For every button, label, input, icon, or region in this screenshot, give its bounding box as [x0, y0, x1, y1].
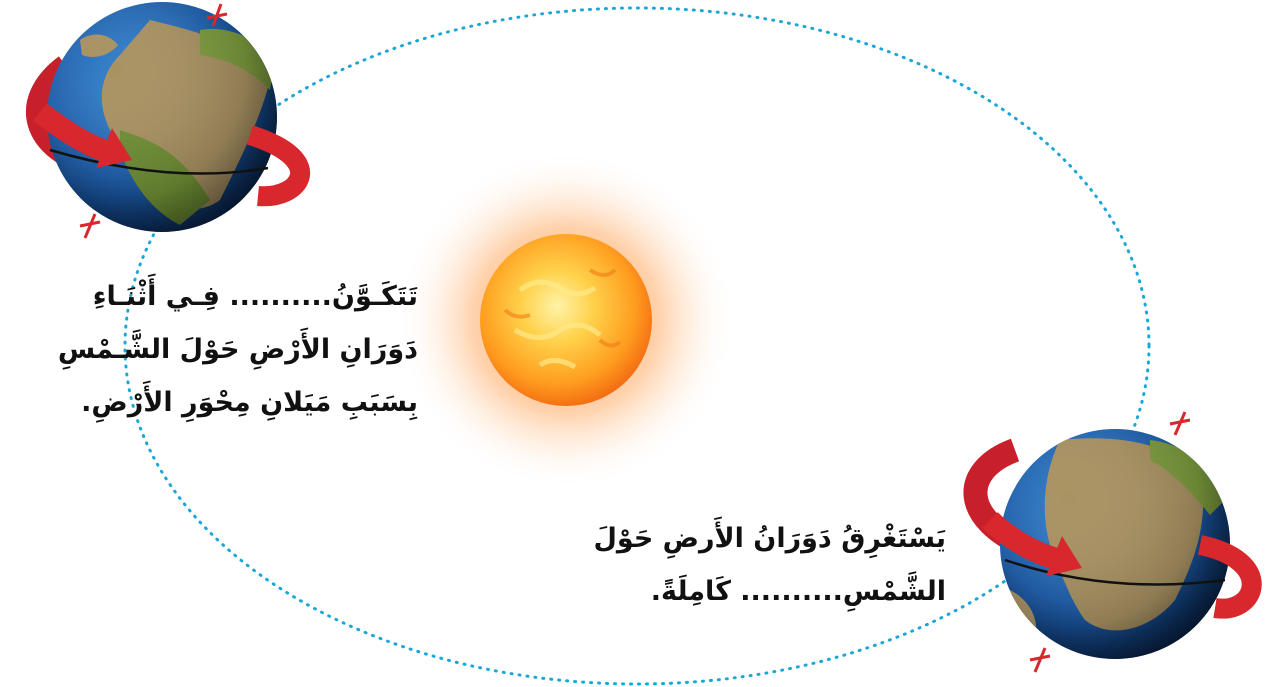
seasons-caption-line-1: تَتَكَـوَّنُ.......... فِـي أَثْنَـاءِ: [92, 281, 418, 312]
equator-line: [49, 148, 269, 175]
earth-top-left: [26, 2, 310, 239]
seasons-caption-line-2: دَوَرَانِ الأَرْضِ حَوْلَ الشَّـمْسِ: [57, 334, 418, 365]
seasons-caption-line-3: بِسَبَبِ مَيَلانِ مِحْوَرِ الأَرْضِ.: [81, 387, 418, 418]
axis-tick-bottom: [83, 213, 97, 239]
seasons-caption: تَتَكَـوَّنُ.......... فِـي أَثْنَـاءِ د…: [57, 270, 418, 429]
year-caption-line-2: الشَّمْسِ.......... كَامِلَةً.: [650, 576, 946, 607]
year-caption: يَسْتَغْرِقُ دَوَرَانُ الأَرضِ حَوْلَ ال…: [593, 512, 946, 618]
year-caption-line-1: يَسْتَغْرِقُ دَوَرَانُ الأَرضِ حَوْلَ: [593, 523, 946, 554]
sun: [396, 150, 736, 490]
rotation-arrow-front: [246, 125, 310, 207]
earth-bottom-right: [963, 411, 1262, 673]
orbit-path: [123, 6, 1151, 686]
